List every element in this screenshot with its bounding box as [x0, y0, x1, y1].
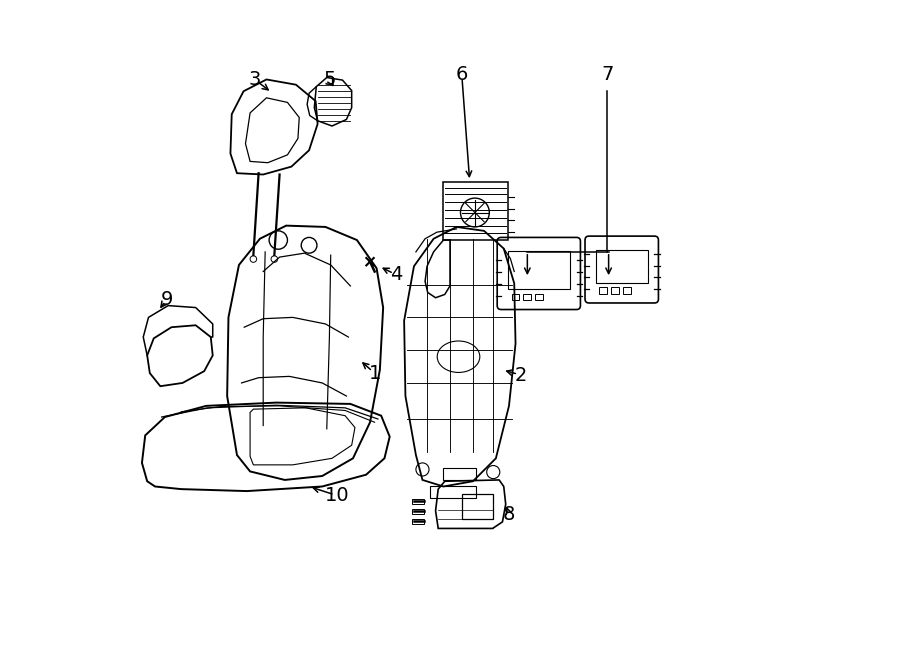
Text: 8: 8: [503, 504, 515, 524]
Text: 7: 7: [601, 65, 614, 85]
Bar: [412, 519, 424, 524]
Text: 2: 2: [515, 366, 527, 385]
Text: 6: 6: [455, 65, 468, 85]
Bar: [462, 494, 493, 520]
Circle shape: [250, 256, 256, 262]
Text: 10: 10: [325, 486, 349, 505]
Text: 5: 5: [323, 70, 336, 89]
Bar: [599, 288, 608, 293]
Text: 9: 9: [161, 290, 173, 309]
Bar: [412, 499, 424, 504]
Bar: [511, 293, 519, 300]
Text: 4: 4: [390, 265, 402, 284]
Circle shape: [271, 256, 277, 262]
Bar: [611, 288, 619, 293]
Bar: [596, 250, 648, 283]
Bar: [412, 509, 424, 514]
Text: 3: 3: [248, 70, 261, 89]
Text: 1: 1: [368, 364, 381, 383]
Bar: [524, 293, 531, 300]
Bar: [536, 293, 543, 300]
Bar: [508, 251, 570, 290]
Bar: [623, 288, 631, 293]
